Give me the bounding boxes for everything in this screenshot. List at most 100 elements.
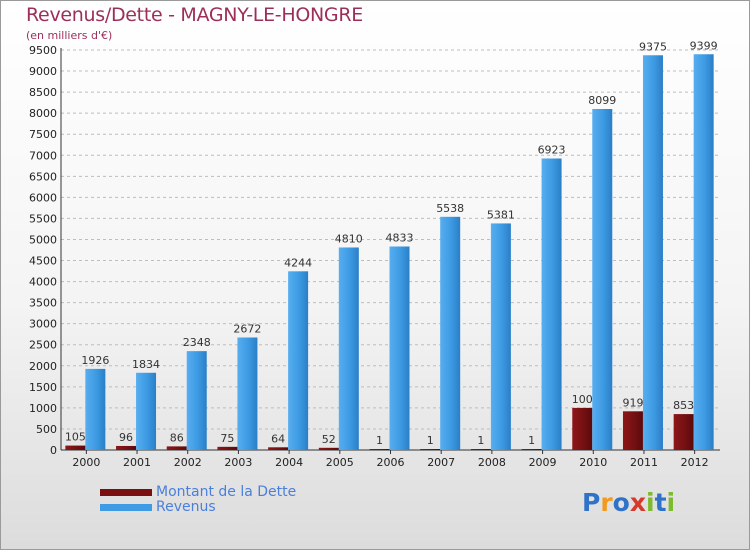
logo-letter: r — [600, 488, 613, 517]
y-tick-label: 3500 — [29, 297, 57, 310]
bar-dette-2011 — [622, 411, 643, 450]
x-tick-label: 2005 — [326, 456, 354, 469]
data-label-dette: 86 — [170, 431, 184, 444]
bar-revenus-2008 — [490, 223, 511, 450]
bar-revenus-2012 — [693, 54, 714, 451]
data-label-revenus: 9399 — [690, 39, 718, 52]
y-tick-label: 8000 — [29, 107, 57, 120]
y-tick-label: 9000 — [29, 65, 57, 78]
data-label-dette: 1 — [477, 434, 484, 447]
y-tick-label: 3000 — [29, 318, 57, 331]
x-tick-label: 2011 — [630, 456, 658, 469]
bar-revenus-2007 — [440, 216, 461, 450]
x-tick-label: 2003 — [224, 456, 252, 469]
data-label-dette: 75 — [220, 432, 234, 445]
data-label-dette: 96 — [119, 431, 133, 444]
bar-dette-2003 — [217, 446, 238, 450]
data-label-revenus: 4833 — [386, 232, 414, 245]
data-label-dette: 52 — [322, 433, 336, 446]
data-label-revenus: 1926 — [81, 354, 109, 367]
y-tick-label: 1500 — [29, 381, 57, 394]
y-tick-label: 0 — [50, 444, 57, 457]
x-tick-label: 2002 — [174, 456, 202, 469]
bar-revenus-2009 — [541, 158, 562, 451]
y-tick-label: 1000 — [29, 402, 57, 415]
y-tick-label: 5000 — [29, 233, 57, 246]
bar-dette-2000 — [65, 445, 86, 450]
bar-dette-2010 — [572, 407, 593, 450]
x-tick-label: 2001 — [123, 456, 151, 469]
data-label-revenus: 2348 — [183, 336, 211, 349]
bar-revenus-2002 — [186, 351, 207, 450]
data-label-revenus: 2672 — [233, 322, 261, 335]
proxiti-logo: Proxiti — [582, 488, 675, 517]
data-label-revenus: 1834 — [132, 358, 160, 371]
y-tick-label: 4000 — [29, 276, 57, 289]
bar-dette-2001 — [116, 445, 137, 450]
y-tick-label: 8500 — [29, 86, 57, 99]
data-label-revenus: 9375 — [639, 40, 667, 53]
bar-dette-2002 — [166, 446, 187, 450]
x-tick-label: 2012 — [681, 456, 709, 469]
bar-dette-2007 — [420, 449, 441, 450]
data-label-revenus: 5381 — [487, 208, 515, 221]
y-tick-label: 7000 — [29, 149, 57, 162]
y-tick-label: 4500 — [29, 255, 57, 268]
chart-subtitle: (en milliers d'€) — [26, 29, 113, 42]
logo-letter: t — [654, 488, 667, 517]
x-tick-label: 2006 — [377, 456, 405, 469]
data-label-revenus: 4810 — [335, 232, 363, 245]
legend-swatch-dette — [100, 489, 152, 496]
data-label-dette: 1 — [528, 434, 535, 447]
legend-label-revenus: Revenus — [156, 499, 216, 515]
bar-revenus-2003 — [237, 337, 258, 450]
data-label-dette: 100 — [572, 393, 593, 406]
logo-letter: i — [666, 488, 676, 517]
chart-title: Revenus/Dette - MAGNY-LE-HONGRE — [26, 4, 363, 26]
legend-swatch-revenus — [100, 504, 152, 511]
bar-revenus-2005 — [338, 247, 359, 450]
data-label-dette: 919 — [622, 396, 643, 409]
logo-letter: x — [629, 488, 646, 517]
data-label-dette: 1 — [427, 434, 434, 447]
bar-revenus-2004 — [288, 271, 309, 450]
y-tick-label: 7500 — [29, 128, 57, 141]
x-tick-label: 2000 — [72, 456, 100, 469]
bar-revenus-2011 — [642, 55, 663, 451]
y-tick-label: 500 — [36, 423, 57, 436]
bar-dette-2009 — [521, 449, 542, 450]
bar-dette-2006 — [369, 449, 390, 450]
bar-dette-2012 — [673, 414, 694, 450]
data-label-dette: 1 — [376, 434, 383, 447]
data-label-revenus: 4244 — [284, 256, 312, 269]
logo-letter: i — [646, 488, 655, 517]
bar-revenus-2000 — [85, 368, 106, 450]
x-tick-label: 2009 — [529, 456, 557, 469]
legend-label-dette: Montant de la Dette — [156, 484, 297, 500]
bar-dette-2008 — [470, 449, 491, 450]
data-label-revenus: 5538 — [436, 202, 464, 215]
data-label-dette: 853 — [673, 399, 694, 412]
y-tick-label: 9500 — [29, 44, 57, 57]
bar-dette-2004 — [268, 447, 289, 450]
x-tick-label: 2008 — [478, 456, 506, 469]
y-tick-label: 2000 — [29, 360, 57, 373]
bar-revenus-2010 — [592, 108, 613, 450]
y-tick-label: 5500 — [29, 212, 57, 225]
logo-letter: o — [612, 488, 630, 517]
data-label-revenus: 8099 — [588, 94, 616, 107]
logo-letter: P — [582, 488, 601, 517]
x-tick-label: 2010 — [579, 456, 607, 469]
x-tick-label: 2007 — [427, 456, 455, 469]
y-tick-label: 6500 — [29, 170, 57, 183]
y-tick-label: 2500 — [29, 339, 57, 352]
data-label-dette: 105 — [65, 431, 86, 444]
bar-dette-2005 — [318, 447, 339, 450]
bar-revenus-2006 — [389, 246, 410, 450]
x-tick-label: 2004 — [275, 456, 303, 469]
data-label-dette: 64 — [271, 432, 285, 445]
bar-revenus-2001 — [136, 372, 157, 450]
data-label-revenus: 6923 — [538, 144, 566, 157]
y-tick-label: 6000 — [29, 191, 57, 204]
